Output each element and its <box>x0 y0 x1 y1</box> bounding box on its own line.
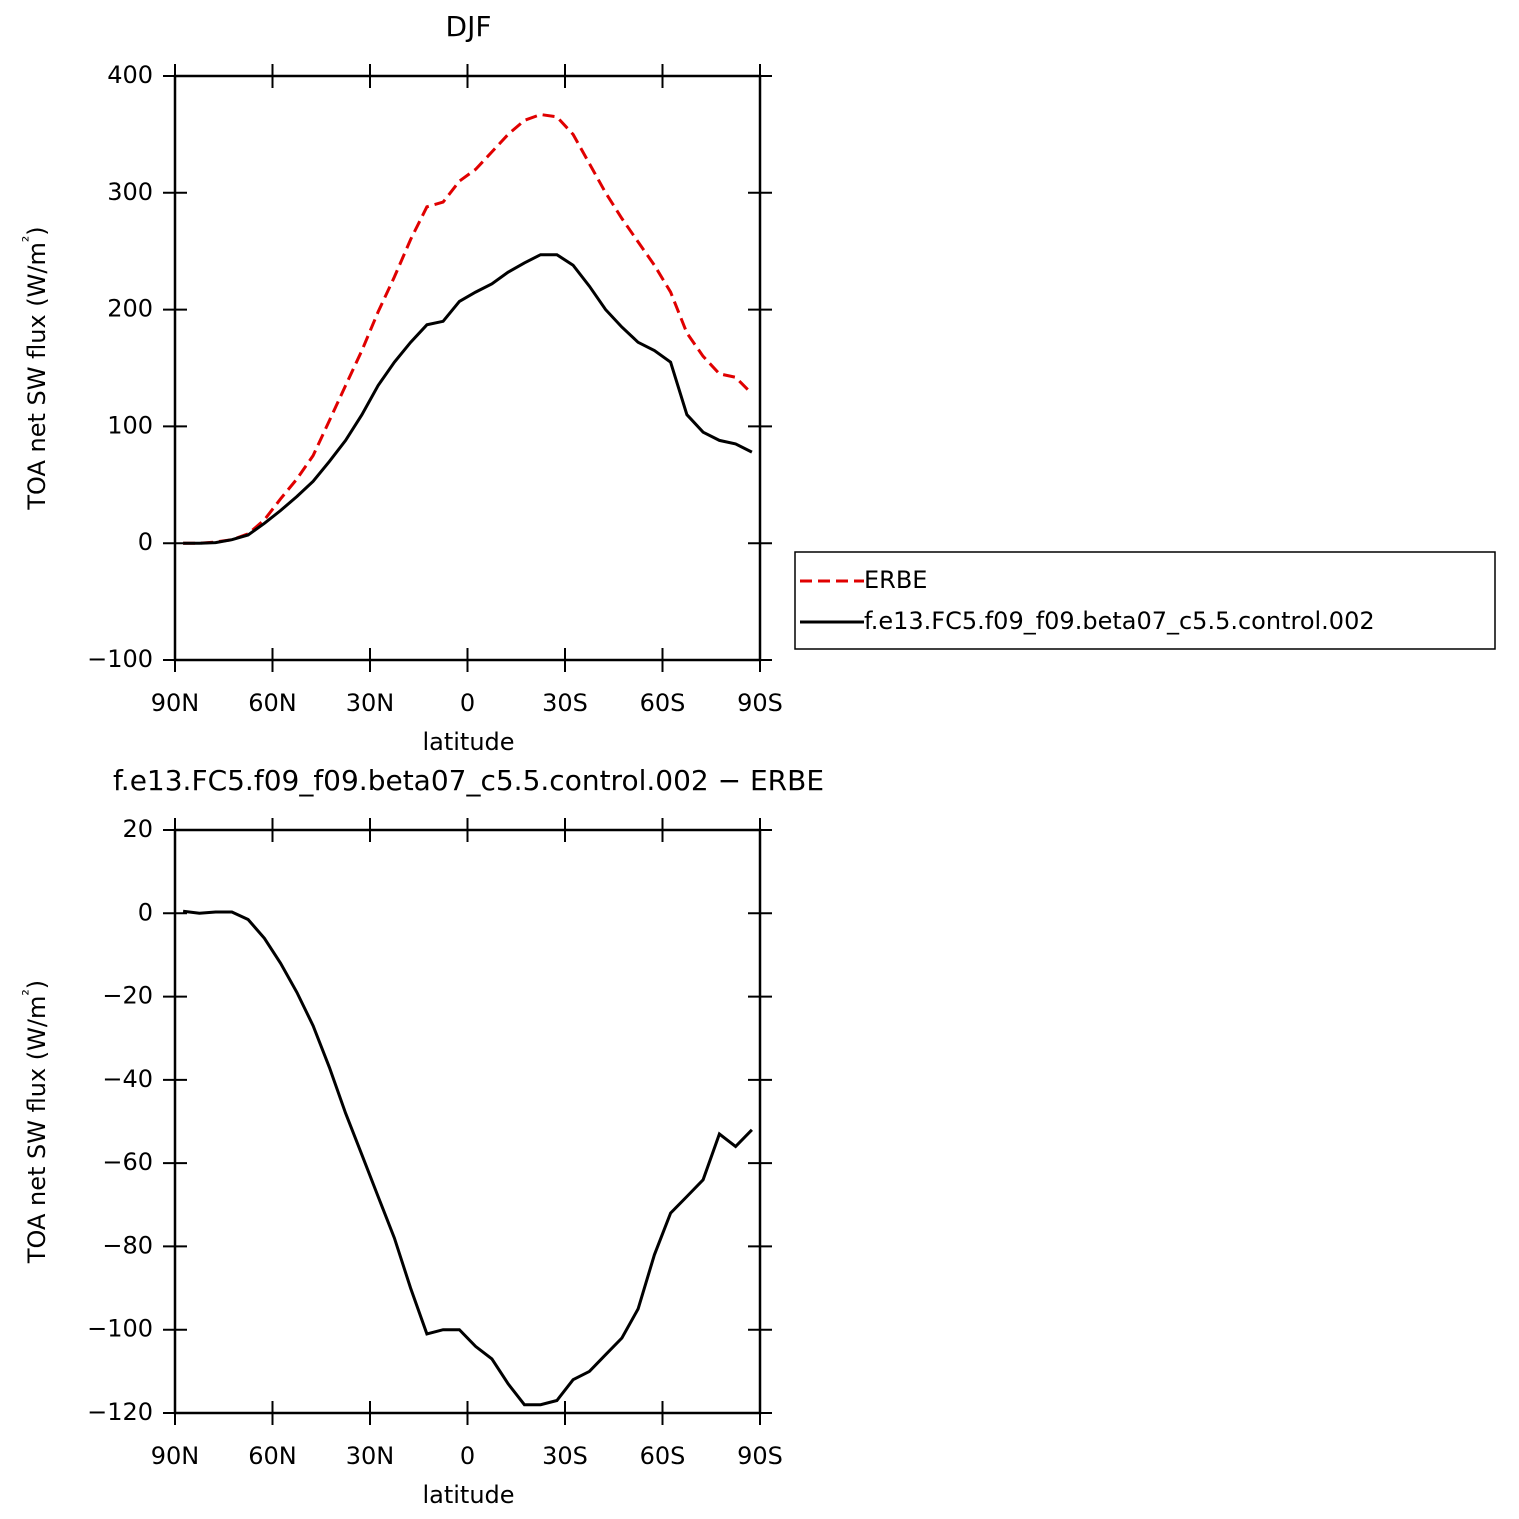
y-tick-label: −80 <box>102 1231 153 1259</box>
plot-frame <box>173 828 762 1415</box>
x-tick-label: 30N <box>346 689 395 717</box>
y-tick-label: 20 <box>122 815 153 843</box>
chart-title: DJF <box>446 10 492 43</box>
x-tick-label: 30S <box>542 1442 588 1470</box>
x-tick-label: 90N <box>151 1442 200 1470</box>
y-tick-label: 400 <box>107 61 153 89</box>
x-tick-label: 60S <box>640 1442 686 1470</box>
y-tick-label: 0 <box>138 528 153 556</box>
legend-box <box>794 551 1496 650</box>
y-tick-label: 100 <box>107 411 153 439</box>
x-axis-label: latitude <box>422 1481 514 1509</box>
data-line <box>182 909 753 1407</box>
data-line <box>183 253 753 545</box>
y-tick-label: −20 <box>102 982 153 1010</box>
y-axis-label: TOA net SW flux (W/m²) <box>19 226 52 510</box>
x-axis-label: latitude <box>422 728 514 756</box>
x-tick-label: 30N <box>346 1442 395 1470</box>
legend-label: ERBE <box>864 566 927 594</box>
legend-label: f.e13.FC5.f09_f09.beta07_c5.5.control.00… <box>864 607 1375 635</box>
x-tick-label: 60N <box>248 689 297 717</box>
x-tick-label: 60S <box>640 689 686 717</box>
x-tick-label: 0 <box>460 1442 475 1470</box>
x-tick-label: 90S <box>737 689 783 717</box>
y-tick-label: 200 <box>107 295 153 323</box>
x-tick-label: 90N <box>151 689 200 717</box>
y-tick-label: −100 <box>87 1315 153 1343</box>
y-tick-label: 300 <box>107 178 153 206</box>
y-tick-label: −40 <box>102 1065 153 1093</box>
x-tick-label: 60N <box>248 1442 297 1470</box>
x-tick-label: 90S <box>737 1442 783 1470</box>
data-line <box>183 112 753 545</box>
y-tick-label: −100 <box>87 645 153 673</box>
x-tick-label: 0 <box>460 689 475 717</box>
y-axis-label: TOA net SW flux (W/m²) <box>19 980 52 1264</box>
chart-title: f.e13.FC5.f09_f09.beta07_c5.5.control.00… <box>113 764 824 797</box>
y-tick-label: −120 <box>87 1398 153 1426</box>
y-tick-label: −60 <box>102 1148 153 1176</box>
y-tick-label: 0 <box>138 898 153 926</box>
x-tick-label: 30S <box>542 689 588 717</box>
